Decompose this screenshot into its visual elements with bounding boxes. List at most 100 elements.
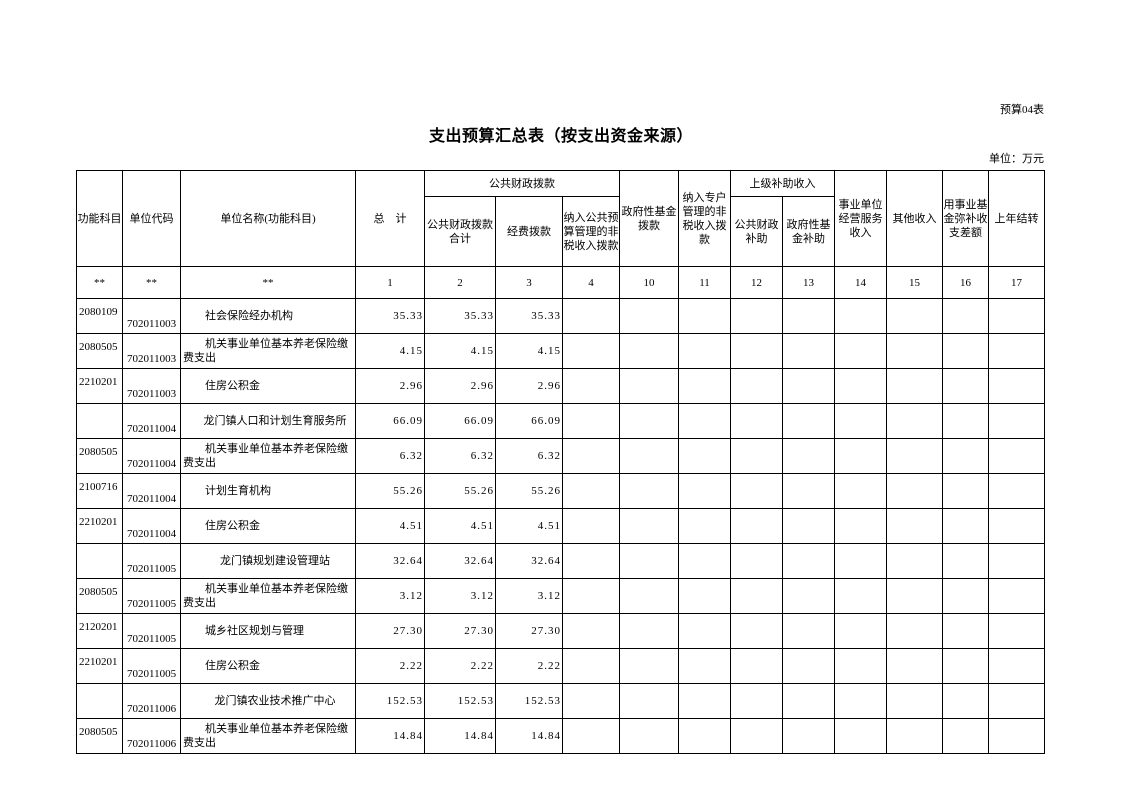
- func-code-cell: [76, 683, 123, 719]
- unit-code-cell: 702011005: [122, 543, 181, 579]
- empty-cell: [782, 613, 835, 649]
- empty-cell: [782, 473, 835, 509]
- empty-cell: [886, 543, 943, 579]
- unit-name-cell: 机关事业单位基本养老保险缴费支出: [180, 578, 356, 614]
- empty-cell: [942, 718, 989, 754]
- empty-cell: [988, 683, 1045, 719]
- table-body: 2080109 702011003 社会保险经办机构 35.33 35.33 35.33 2…: [76, 298, 1045, 754]
- index-cell: 16: [942, 266, 989, 299]
- empty-cell: [562, 613, 620, 649]
- empty-cell: [730, 648, 783, 684]
- func-code: 2210201: [79, 516, 118, 528]
- empty-cell: [619, 578, 679, 614]
- public-total-cell: 2.96: [424, 368, 496, 404]
- empty-cell: [886, 718, 943, 754]
- empty-cell: [619, 718, 679, 754]
- func-code-cell: [76, 543, 123, 579]
- unit-name: 龙门镇规划建设管理站: [220, 555, 330, 567]
- empty-cell: [988, 473, 1045, 509]
- index-cell: **: [180, 266, 356, 299]
- func-code: 2080505: [79, 446, 118, 458]
- empty-cell: [988, 613, 1045, 649]
- unit-code-cell: 702011003: [122, 298, 181, 334]
- empty-cell: [886, 578, 943, 614]
- unit-name: 住房公积金: [205, 380, 260, 392]
- unit-code-cell: 702011004: [122, 438, 181, 474]
- unit-code-cell: 702011004: [122, 473, 181, 509]
- unit-name-cell: 龙门镇农业技术推广中心: [180, 683, 356, 719]
- empty-cell: [942, 473, 989, 509]
- header-gov-fund: 政府性基金拨款: [619, 170, 679, 267]
- header-public-group: 公共财政拨款: [424, 170, 620, 197]
- empty-cell: [834, 718, 887, 754]
- func-code: 2120201: [79, 621, 118, 633]
- func-code: 2100716: [79, 481, 118, 493]
- func-code-cell: 2080505: [76, 718, 123, 754]
- empty-cell: [834, 683, 887, 719]
- empty-cell: [619, 438, 679, 474]
- unit-name-cell: 社会保险经办机构: [180, 298, 356, 334]
- total-cell: 2.22: [355, 648, 425, 684]
- index-cell: **: [76, 266, 123, 299]
- header-funding: 经费拨款: [495, 196, 563, 267]
- empty-cell: [562, 683, 620, 719]
- empty-cell: [730, 718, 783, 754]
- unit-code-cell: 702011005: [122, 613, 181, 649]
- total-cell: 4.51: [355, 508, 425, 544]
- empty-cell: [782, 438, 835, 474]
- public-total-cell: 4.51: [424, 508, 496, 544]
- empty-cell: [782, 718, 835, 754]
- func-code-cell: [76, 403, 123, 439]
- table-row: 2080109 702011003 社会保险经办机构 35.33 35.33 35.33: [76, 298, 1045, 334]
- empty-cell: [619, 298, 679, 334]
- empty-cell: [886, 473, 943, 509]
- empty-cell: [834, 368, 887, 404]
- header-fund-make-up: 用事业基金弥补收支差额: [942, 170, 989, 267]
- empty-cell: [678, 298, 731, 334]
- public-total-cell: 27.30: [424, 613, 496, 649]
- empty-cell: [782, 403, 835, 439]
- table-row: 2210201 702011004 住房公积金 4.51 4.51 4.51: [76, 508, 1045, 544]
- unit-code-cell: 702011005: [122, 578, 181, 614]
- empty-cell: [678, 578, 731, 614]
- empty-cell: [782, 683, 835, 719]
- empty-cell: [562, 508, 620, 544]
- public-total-cell: 66.09: [424, 403, 496, 439]
- func-code-cell: 2080505: [76, 333, 123, 369]
- func-code-cell: 2080505: [76, 438, 123, 474]
- form-number: 预算04表: [1000, 104, 1044, 116]
- empty-cell: [782, 368, 835, 404]
- empty-cell: [678, 613, 731, 649]
- public-total-cell: 55.26: [424, 473, 496, 509]
- index-cell: 14: [834, 266, 887, 299]
- empty-cell: [942, 333, 989, 369]
- empty-cell: [782, 648, 835, 684]
- table-row: 2080505 702011006 机关事业单位基本养老保险缴费支出 14.84 14.…: [76, 718, 1045, 754]
- empty-cell: [886, 438, 943, 474]
- empty-cell: [942, 298, 989, 334]
- unit-code-cell: 702011004: [122, 403, 181, 439]
- unit-name-cell: 计划生育机构: [180, 473, 356, 509]
- public-total-cell: 3.12: [424, 578, 496, 614]
- empty-cell: [562, 368, 620, 404]
- empty-cell: [988, 298, 1045, 334]
- empty-cell: [678, 438, 731, 474]
- empty-cell: [834, 578, 887, 614]
- empty-cell: [942, 403, 989, 439]
- unit-name: 住房公积金: [205, 520, 260, 532]
- unit-name-cell: 龙门镇人口和计划生育服务所: [180, 403, 356, 439]
- funding-cell: 14.84: [495, 718, 563, 754]
- func-code-cell: 2100716: [76, 473, 123, 509]
- empty-cell: [834, 648, 887, 684]
- index-cell: 13: [782, 266, 835, 299]
- empty-cell: [562, 718, 620, 754]
- empty-cell: [782, 543, 835, 579]
- empty-cell: [678, 648, 731, 684]
- empty-cell: [678, 683, 731, 719]
- empty-cell: [678, 718, 731, 754]
- empty-cell: [619, 648, 679, 684]
- empty-cell: [886, 298, 943, 334]
- table-header: 功能科目 单位代码 单位名称(功能科目) 总 计 公共财政拨款 政府性基金拨款 …: [76, 170, 1045, 299]
- unit-label: 单位：万元: [989, 153, 1044, 165]
- empty-cell: [834, 403, 887, 439]
